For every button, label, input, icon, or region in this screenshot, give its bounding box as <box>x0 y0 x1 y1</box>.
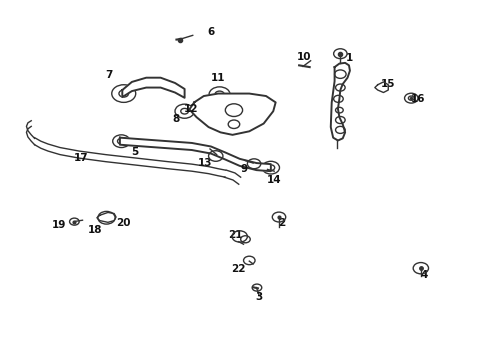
Text: 5: 5 <box>131 148 139 157</box>
Text: 20: 20 <box>116 218 131 228</box>
Text: 12: 12 <box>183 104 198 114</box>
Polygon shape <box>189 94 275 135</box>
Text: 1: 1 <box>346 53 353 63</box>
Text: 8: 8 <box>172 114 180 124</box>
Text: 22: 22 <box>231 264 245 274</box>
Polygon shape <box>374 82 387 93</box>
Text: 15: 15 <box>380 79 395 89</box>
Polygon shape <box>120 138 270 171</box>
Text: 9: 9 <box>241 165 247 174</box>
Text: 17: 17 <box>74 153 89 163</box>
Text: 13: 13 <box>198 158 212 168</box>
Text: 4: 4 <box>420 270 427 280</box>
Polygon shape <box>122 78 184 98</box>
Polygon shape <box>330 63 349 140</box>
Text: 19: 19 <box>51 220 65 230</box>
Text: 3: 3 <box>255 292 262 302</box>
Text: 2: 2 <box>278 218 285 228</box>
Text: 7: 7 <box>105 70 113 80</box>
Text: 16: 16 <box>410 94 425 104</box>
Text: 14: 14 <box>266 175 281 185</box>
Text: 6: 6 <box>207 27 214 37</box>
Text: 21: 21 <box>227 230 242 240</box>
Polygon shape <box>97 212 116 222</box>
Text: 11: 11 <box>210 73 225 83</box>
Text: 18: 18 <box>87 225 102 235</box>
Text: 10: 10 <box>297 51 311 62</box>
